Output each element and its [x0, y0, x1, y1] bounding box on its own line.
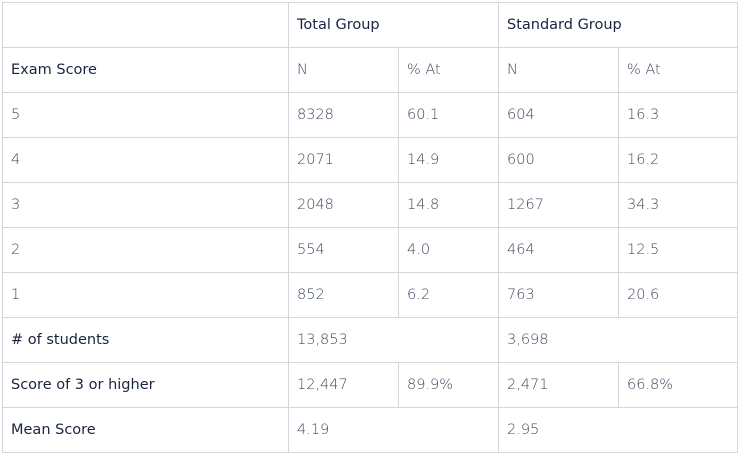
standard-pct-header: % At: [618, 47, 738, 93]
total-pct-cell: 14.9: [398, 137, 499, 183]
students-count-label: # of students: [2, 317, 289, 363]
total-n-cell: 2048: [288, 182, 399, 228]
column-header-row: Exam Score N % At N % At: [2, 47, 738, 93]
total-pct-cell: 60.1: [398, 92, 499, 138]
table-row: 4 2071 14.9 600 16.2: [2, 137, 738, 183]
table-row: 1 852 6.2 763 20.6: [2, 272, 738, 318]
total-n-cell: 554: [288, 227, 399, 273]
three-or-higher-row: Score of 3 or higher 12,447 89.9% 2,471 …: [2, 362, 738, 408]
total-n-cell: 8328: [288, 92, 399, 138]
table-row: 3 2048 14.8 1267 34.3: [2, 182, 738, 228]
standard-n-cell: 1267: [498, 182, 619, 228]
standard-n-header: N: [498, 47, 619, 93]
table-row: 2 554 4.0 464 12.5: [2, 227, 738, 273]
total-pct-cell: 4.0: [398, 227, 499, 273]
total-n-header: N: [288, 47, 399, 93]
total-pct-cell: 6.2: [398, 272, 499, 318]
standard-group-header: Standard Group: [498, 2, 738, 48]
standard-pct-cell: 16.3: [618, 92, 738, 138]
mean-score-row: Mean Score 4.19 2.95: [2, 407, 738, 453]
total-three-or-higher-pct: 89.9%: [398, 362, 499, 408]
score-label: 4: [2, 137, 289, 183]
standard-n-cell: 464: [498, 227, 619, 273]
score-label: 5: [2, 92, 289, 138]
empty-corner-cell: [2, 2, 289, 48]
total-mean-cell: 4.19: [288, 407, 499, 453]
standard-n-cell: 600: [498, 137, 619, 183]
standard-n-cell: 604: [498, 92, 619, 138]
total-pct-header: % At: [398, 47, 499, 93]
total-group-header: Total Group: [288, 2, 499, 48]
standard-pct-cell: 12.5: [618, 227, 738, 273]
total-three-or-higher-n: 12,447: [288, 362, 399, 408]
three-or-higher-label: Score of 3 or higher: [2, 362, 289, 408]
score-label: 3: [2, 182, 289, 228]
table-row: 5 8328 60.1 604 16.3: [2, 92, 738, 138]
standard-n-cell: 763: [498, 272, 619, 318]
total-pct-cell: 14.8: [398, 182, 499, 228]
standard-pct-cell: 16.2: [618, 137, 738, 183]
standard-pct-cell: 20.6: [618, 272, 738, 318]
standard-students-cell: 3,698: [498, 317, 738, 363]
standard-pct-cell: 34.3: [618, 182, 738, 228]
total-students-cell: 13,853: [288, 317, 499, 363]
standard-mean-cell: 2.95: [498, 407, 738, 453]
students-count-row: # of students 13,853 3,698: [2, 317, 738, 363]
total-n-cell: 2071: [288, 137, 399, 183]
mean-score-label: Mean Score: [2, 407, 289, 453]
total-n-cell: 852: [288, 272, 399, 318]
standard-three-or-higher-pct: 66.8%: [618, 362, 738, 408]
group-header-row: Total Group Standard Group: [2, 2, 738, 48]
exam-score-header: Exam Score: [2, 47, 289, 93]
score-label: 1: [2, 272, 289, 318]
score-label: 2: [2, 227, 289, 273]
standard-three-or-higher-n: 2,471: [498, 362, 619, 408]
